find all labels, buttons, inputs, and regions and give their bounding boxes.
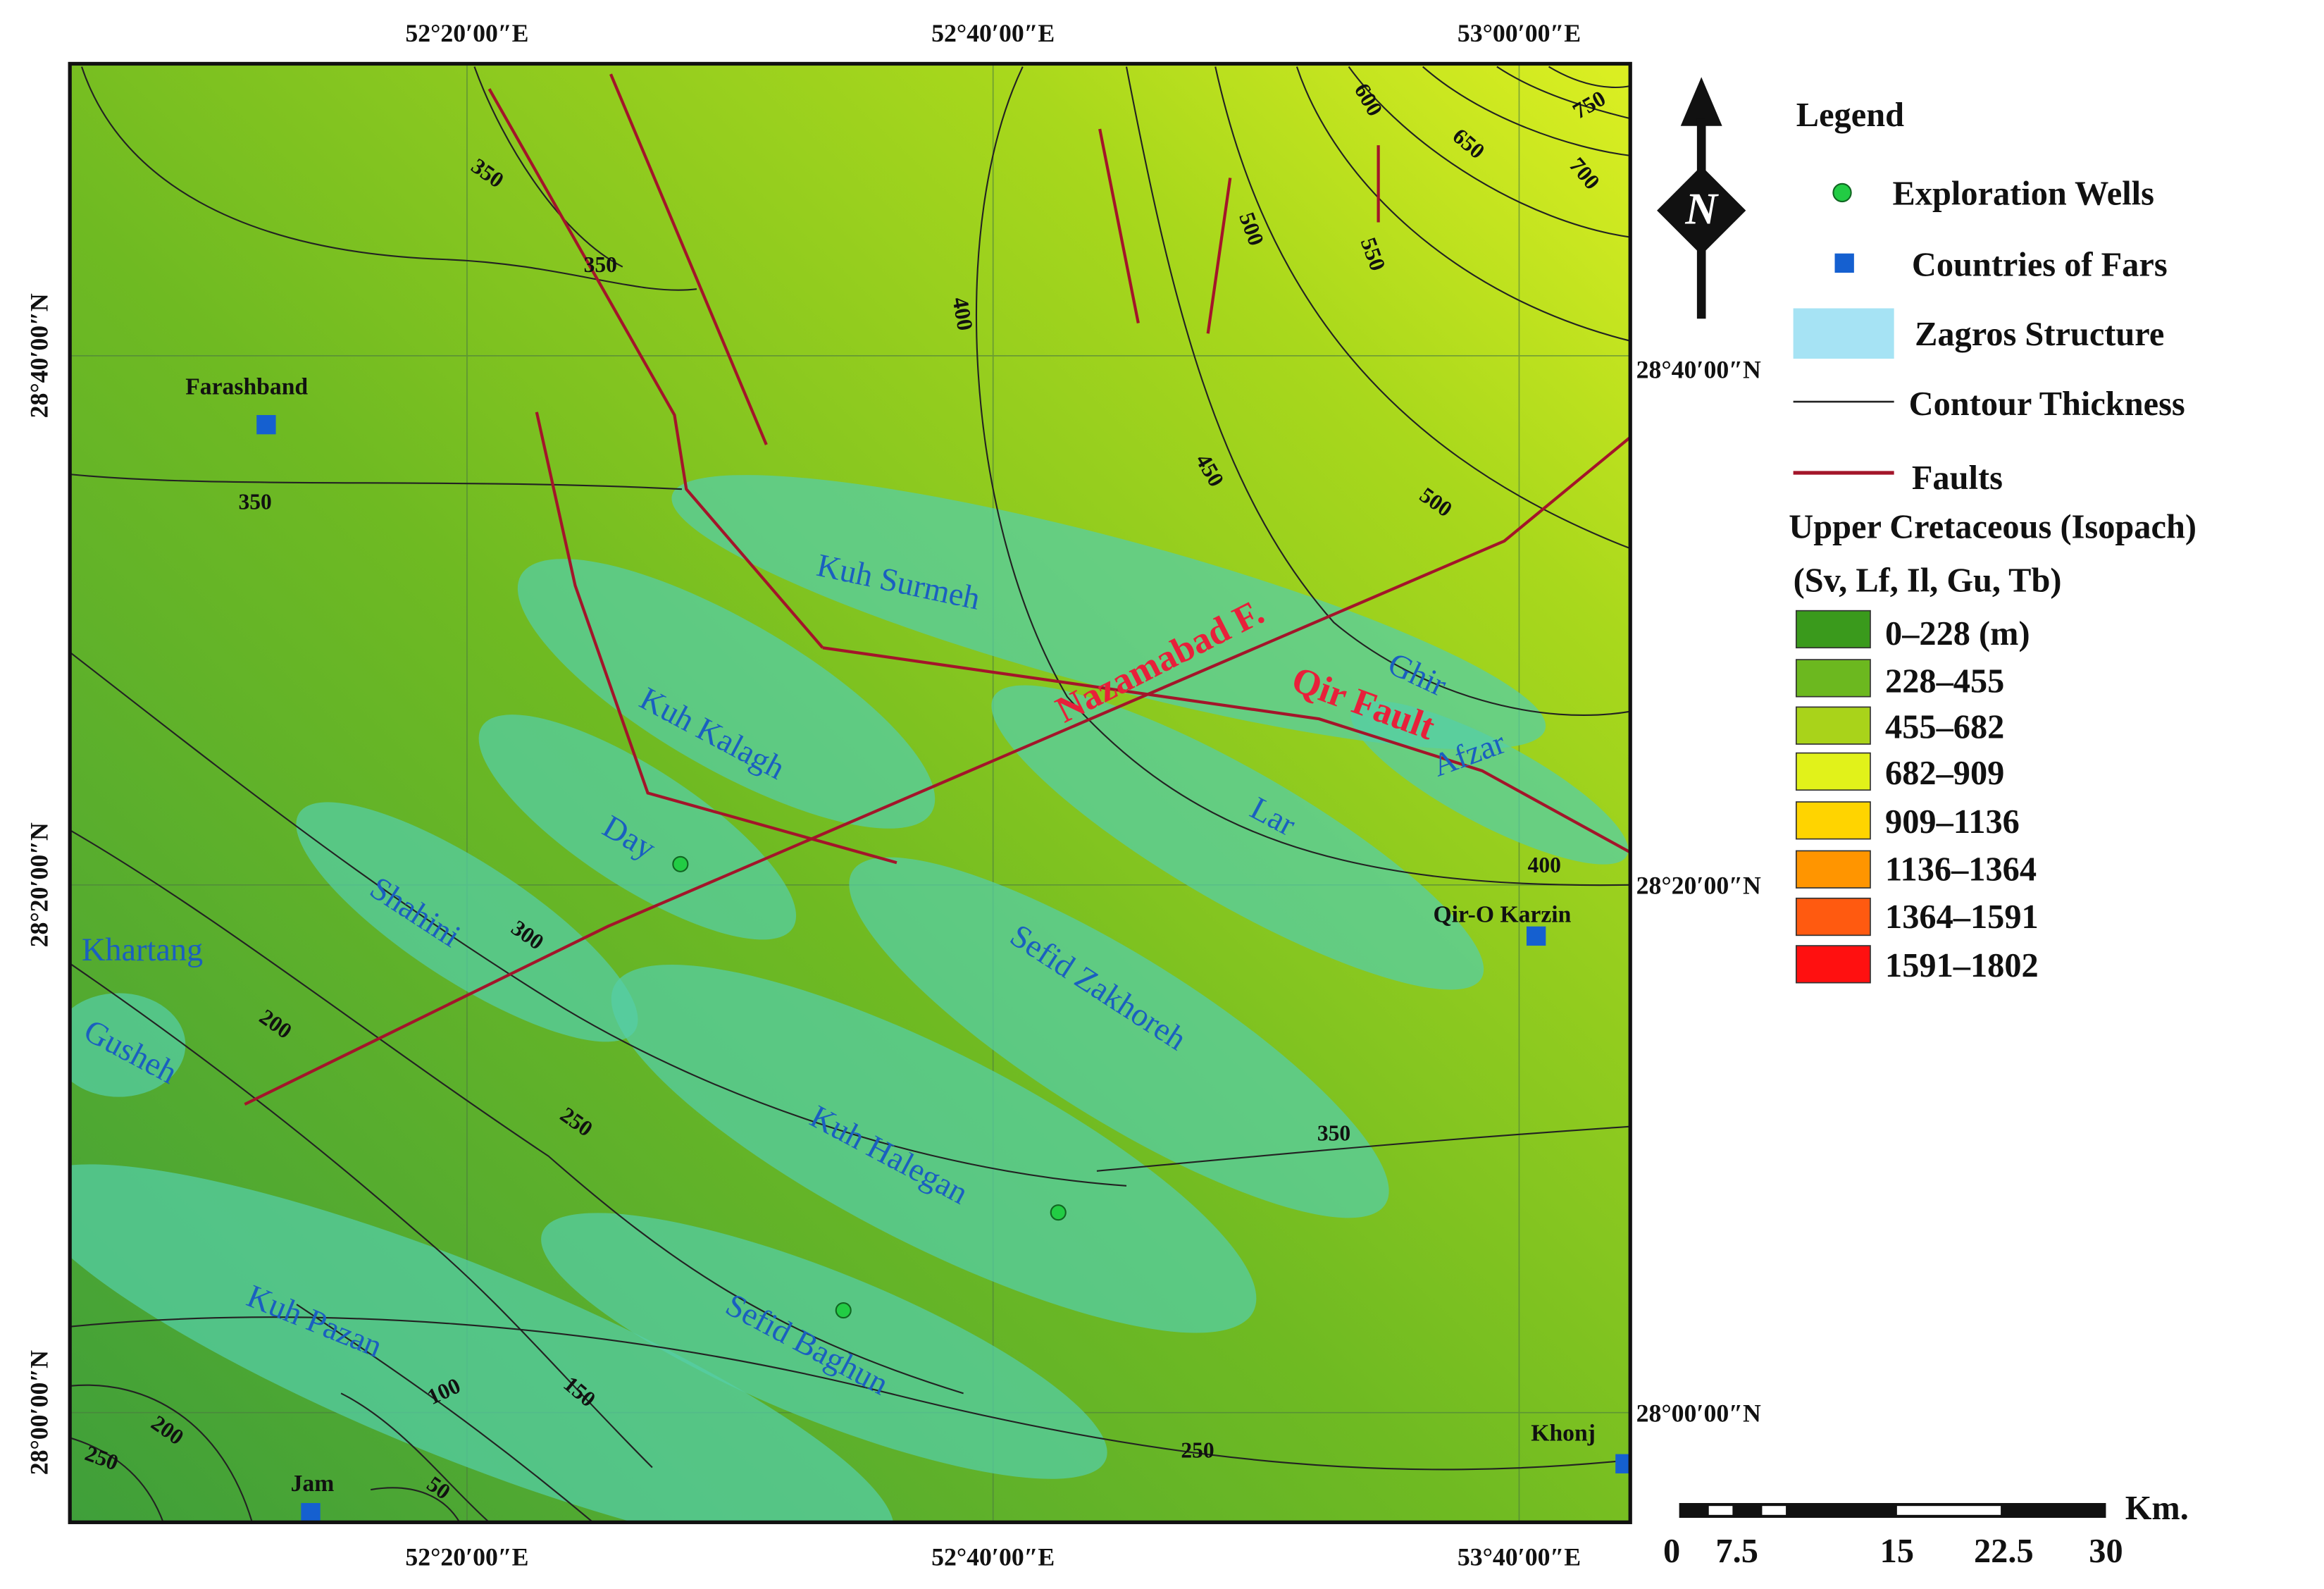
north-arrow: N: [1657, 77, 1746, 319]
north-label: N: [1684, 185, 1719, 234]
isopach-swatches: [1795, 610, 1871, 984]
place-label: Farashband: [185, 374, 308, 400]
coordinate-labels: 52°20′00″E 52°40′00″E 53°00′00″E 52°20′0…: [25, 19, 1761, 1571]
legend-class: 1591–1802: [1885, 947, 2039, 984]
legend-item: Zagros Structure: [1915, 316, 2164, 353]
contour-label: 350: [1317, 1121, 1350, 1146]
latitude-label: 28°20′00″N: [1636, 871, 1761, 899]
exploration-wells: [672, 855, 1067, 1319]
legend-symbol: [1832, 183, 1852, 203]
scale-label: 30: [2089, 1533, 2123, 1570]
legend-class: 0–228 (m): [1885, 615, 2030, 653]
legend-class: 455–682: [1885, 709, 2004, 746]
legend: Legend Exploration Wells Countries of Fa…: [1789, 97, 2196, 984]
scale-unit: Km.: [2125, 1490, 2189, 1527]
map-body: Kuh Surmeh Kuh Kalagh Day Shahini Kharta…: [70, 63, 1631, 1523]
places: [256, 414, 1631, 1523]
contour-label: 350: [584, 252, 617, 277]
contour-lines: [70, 66, 1631, 1523]
legend-class: 228–455: [1885, 662, 2004, 700]
legend-title: Legend: [1796, 97, 1904, 134]
faults: [244, 73, 1631, 1106]
longitude-label: 52°20′00″E: [405, 1542, 528, 1571]
legend-subtitle: Upper Cretaceous (Isopach): [1789, 509, 2196, 546]
longitude-label: 53°00′00″E: [1458, 19, 1581, 47]
longitude-label: 53°40′00″E: [1458, 1542, 1581, 1571]
scale-label: 0: [1663, 1533, 1680, 1570]
scale-label: 22.5: [1974, 1533, 2034, 1570]
place-label: Khonj: [1531, 1421, 1596, 1447]
legend-item: Exploration Wells: [1893, 175, 2154, 212]
legend-class: 909–1136: [1885, 803, 2020, 841]
legend-class: 1136–1364: [1885, 851, 2037, 889]
legend-class: 682–909: [1885, 755, 2004, 792]
place-labels: Farashband Qir-O Karzin Khonj Jam: [185, 374, 1596, 1497]
longitude-label: 52°40′00″E: [931, 1542, 1055, 1571]
map-frame: [68, 61, 1632, 1524]
contour-label: 400: [1528, 853, 1561, 877]
legend-item: Countries of Fars: [1912, 246, 2168, 283]
scale-label: 7.5: [1715, 1533, 1758, 1570]
place-label: Qir-O Karzin: [1433, 901, 1571, 927]
latitude-label: 28°40′00″N: [25, 293, 54, 418]
contour-label: 400: [947, 295, 978, 333]
latitude-label: 28°20′00″N: [25, 822, 54, 947]
legend-item: Faults: [1912, 459, 2003, 497]
scale-label: 15: [1880, 1533, 1914, 1570]
zagros-structures: [70, 475, 1629, 1523]
legend-item: Contour Thickness: [1909, 385, 2185, 423]
latitude-label: 28°00′00″N: [1636, 1399, 1761, 1427]
legend-class: 1364–1591: [1885, 898, 2039, 936]
scale-bar: 0 7.5 15 22.5 30 Km.: [1663, 1490, 2189, 1570]
contour-label: 250: [1181, 1438, 1214, 1463]
legend-symbol: [1793, 308, 1894, 359]
latitude-label: 28°40′00″N: [1636, 355, 1761, 383]
legend-symbol: [1834, 253, 1854, 273]
legend-subtitle: (Sv, Lf, Il, Gu, Tb): [1794, 562, 2062, 599]
longitude-label: 52°20′00″E: [405, 19, 528, 47]
contour-label: 350: [238, 489, 271, 514]
place-label: Jam: [291, 1471, 335, 1497]
longitude-label: 52°40′00″E: [931, 19, 1055, 47]
structure-label: Khartang: [82, 932, 203, 968]
latitude-label: 28°00′00″N: [25, 1350, 54, 1475]
